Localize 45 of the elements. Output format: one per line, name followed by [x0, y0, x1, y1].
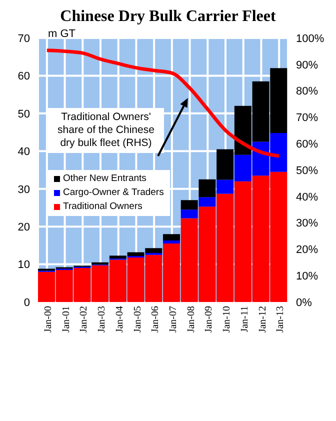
y2-tick-label: 100%: [296, 32, 324, 45]
y-tick-label: 70: [18, 32, 30, 45]
y2-tick-label: 90%: [296, 59, 318, 72]
y2-tick-label: 10%: [296, 270, 318, 283]
line-series: [45, 48, 281, 158]
chart-title: Chinese Dry Bulk Carrier Fleet: [59, 8, 277, 26]
y2-tick-label: 50%: [296, 164, 318, 177]
x-tick-label: Jan-08: [186, 306, 197, 333]
bar: [198, 197, 216, 207]
x-tick-label: Jan-04: [114, 306, 126, 333]
x-tick-label: Jan-01: [60, 306, 72, 333]
annotation: Traditional Owners' share of the Chinese dry bulk fleet (RHS): [48, 108, 164, 153]
y-tick-label: 40: [18, 146, 30, 158]
y-tick-label: 30: [18, 184, 30, 196]
y2-tick-label: 20%: [296, 244, 318, 256]
y-tick-label: 50: [18, 108, 30, 120]
y-axis-title: m GT: [48, 28, 76, 40]
y-tick-label: 20: [18, 221, 30, 234]
y-tick-label: 0: [24, 296, 30, 309]
x-tick-label: Jan-09: [204, 306, 215, 333]
bar: [180, 210, 198, 218]
y2-tick-label: 30%: [296, 218, 318, 230]
x-tick-label: Jan-10: [222, 306, 233, 333]
y-tick-label: 10: [18, 259, 30, 272]
x-tick-label: Jan-12: [257, 306, 268, 333]
x-tick-label: Jan-07: [168, 306, 180, 333]
y2-tick-label: 0%: [296, 296, 312, 309]
bar: [163, 240, 180, 244]
x-tick-label: Jan-03: [96, 306, 108, 333]
bar: [163, 234, 180, 241]
y-tick-label: 60: [18, 70, 30, 83]
x-tick-label: Jan-11: [239, 306, 250, 332]
x-tick-label: Jan-06: [150, 306, 162, 333]
y2-tick-label: 70%: [296, 112, 318, 124]
bar: [180, 200, 198, 210]
legend-label: Traditional Owners: [63, 200, 142, 214]
x-tick-label: Jan-05: [132, 306, 144, 333]
legend-label: Cargo-Owner & Traders: [63, 186, 164, 200]
x-tick-label: Jan-00: [43, 306, 54, 333]
x-tick-label: Jan-13: [275, 306, 286, 333]
y2-tick-label: 40%: [296, 191, 318, 204]
legend-label: Other New Entrants: [63, 172, 146, 186]
y2-tick-label: 80%: [296, 86, 318, 98]
x-tick-label: Jan-02: [78, 306, 90, 333]
y2-tick-label: 60%: [296, 138, 318, 151]
